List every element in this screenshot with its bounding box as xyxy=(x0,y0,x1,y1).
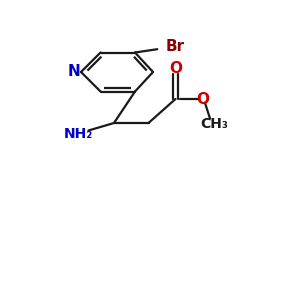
Text: NH₂: NH₂ xyxy=(63,127,93,140)
Text: N: N xyxy=(68,64,81,80)
Text: O: O xyxy=(169,61,182,76)
Text: CH₃: CH₃ xyxy=(201,118,228,131)
Text: Br: Br xyxy=(166,39,185,54)
Text: O: O xyxy=(196,92,209,106)
